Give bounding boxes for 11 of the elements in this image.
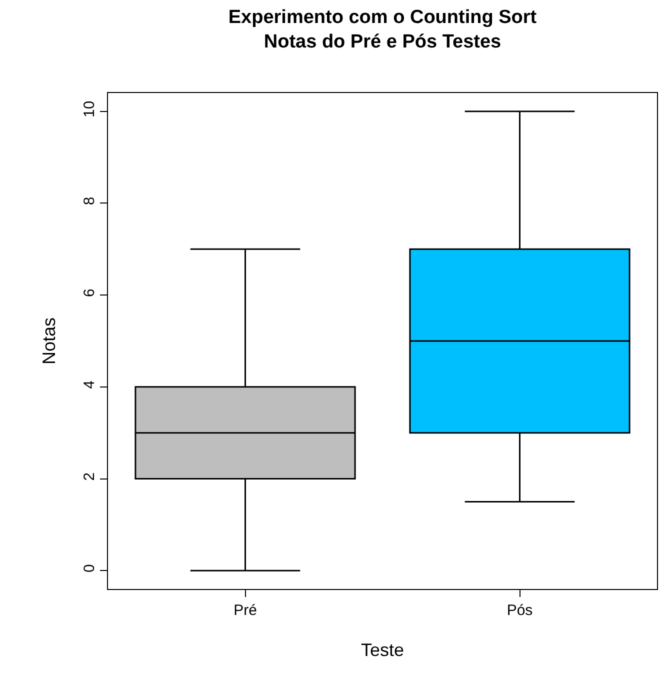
x-tick-label: Pré [234, 602, 257, 619]
y-tick-label: 8 [81, 196, 98, 206]
chart-title: Experimento com o Counting Sort Notas do Pré e Pós Testes [228, 6, 538, 52]
y-tick-label: 0 [81, 564, 98, 573]
x-axis-title: Teste [360, 640, 404, 660]
y-tick-label: 6 [81, 288, 98, 297]
y-axis-title: Notas [39, 317, 60, 365]
y-tick-label: 10 [81, 100, 98, 118]
y-tick-label: 2 [81, 472, 98, 481]
y-tick-label: 4 [81, 380, 98, 389]
x-tick-label: Pós [506, 602, 533, 619]
